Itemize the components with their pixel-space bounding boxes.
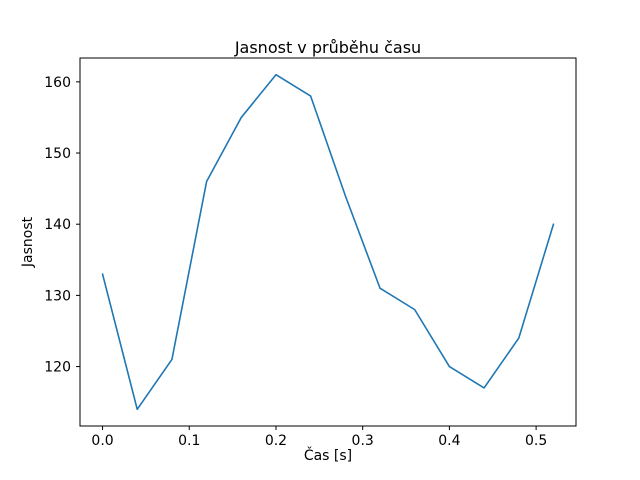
x-tick-label: 0.1 bbox=[178, 433, 200, 449]
x-tick-label: 0.5 bbox=[525, 433, 547, 449]
x-tick-label: 0.0 bbox=[91, 433, 113, 449]
y-tick-label: 120 bbox=[44, 360, 71, 376]
y-tick-label: 130 bbox=[44, 288, 71, 304]
x-tick-label: 0.3 bbox=[352, 433, 374, 449]
y-axis-label: Jasnost bbox=[20, 216, 36, 268]
axes-spines bbox=[79, 57, 577, 427]
y-tick-label: 140 bbox=[44, 217, 71, 233]
chart-title: Jasnost v průběhu času bbox=[234, 38, 422, 57]
y-tick-label: 160 bbox=[44, 75, 71, 91]
x-tick-label: 0.4 bbox=[438, 433, 460, 449]
y-tick-label: 150 bbox=[44, 146, 71, 162]
x-axis-label: Čas [s] bbox=[303, 448, 353, 464]
data-line bbox=[101, 73, 555, 411]
x-tick-label: 0.2 bbox=[265, 433, 287, 449]
